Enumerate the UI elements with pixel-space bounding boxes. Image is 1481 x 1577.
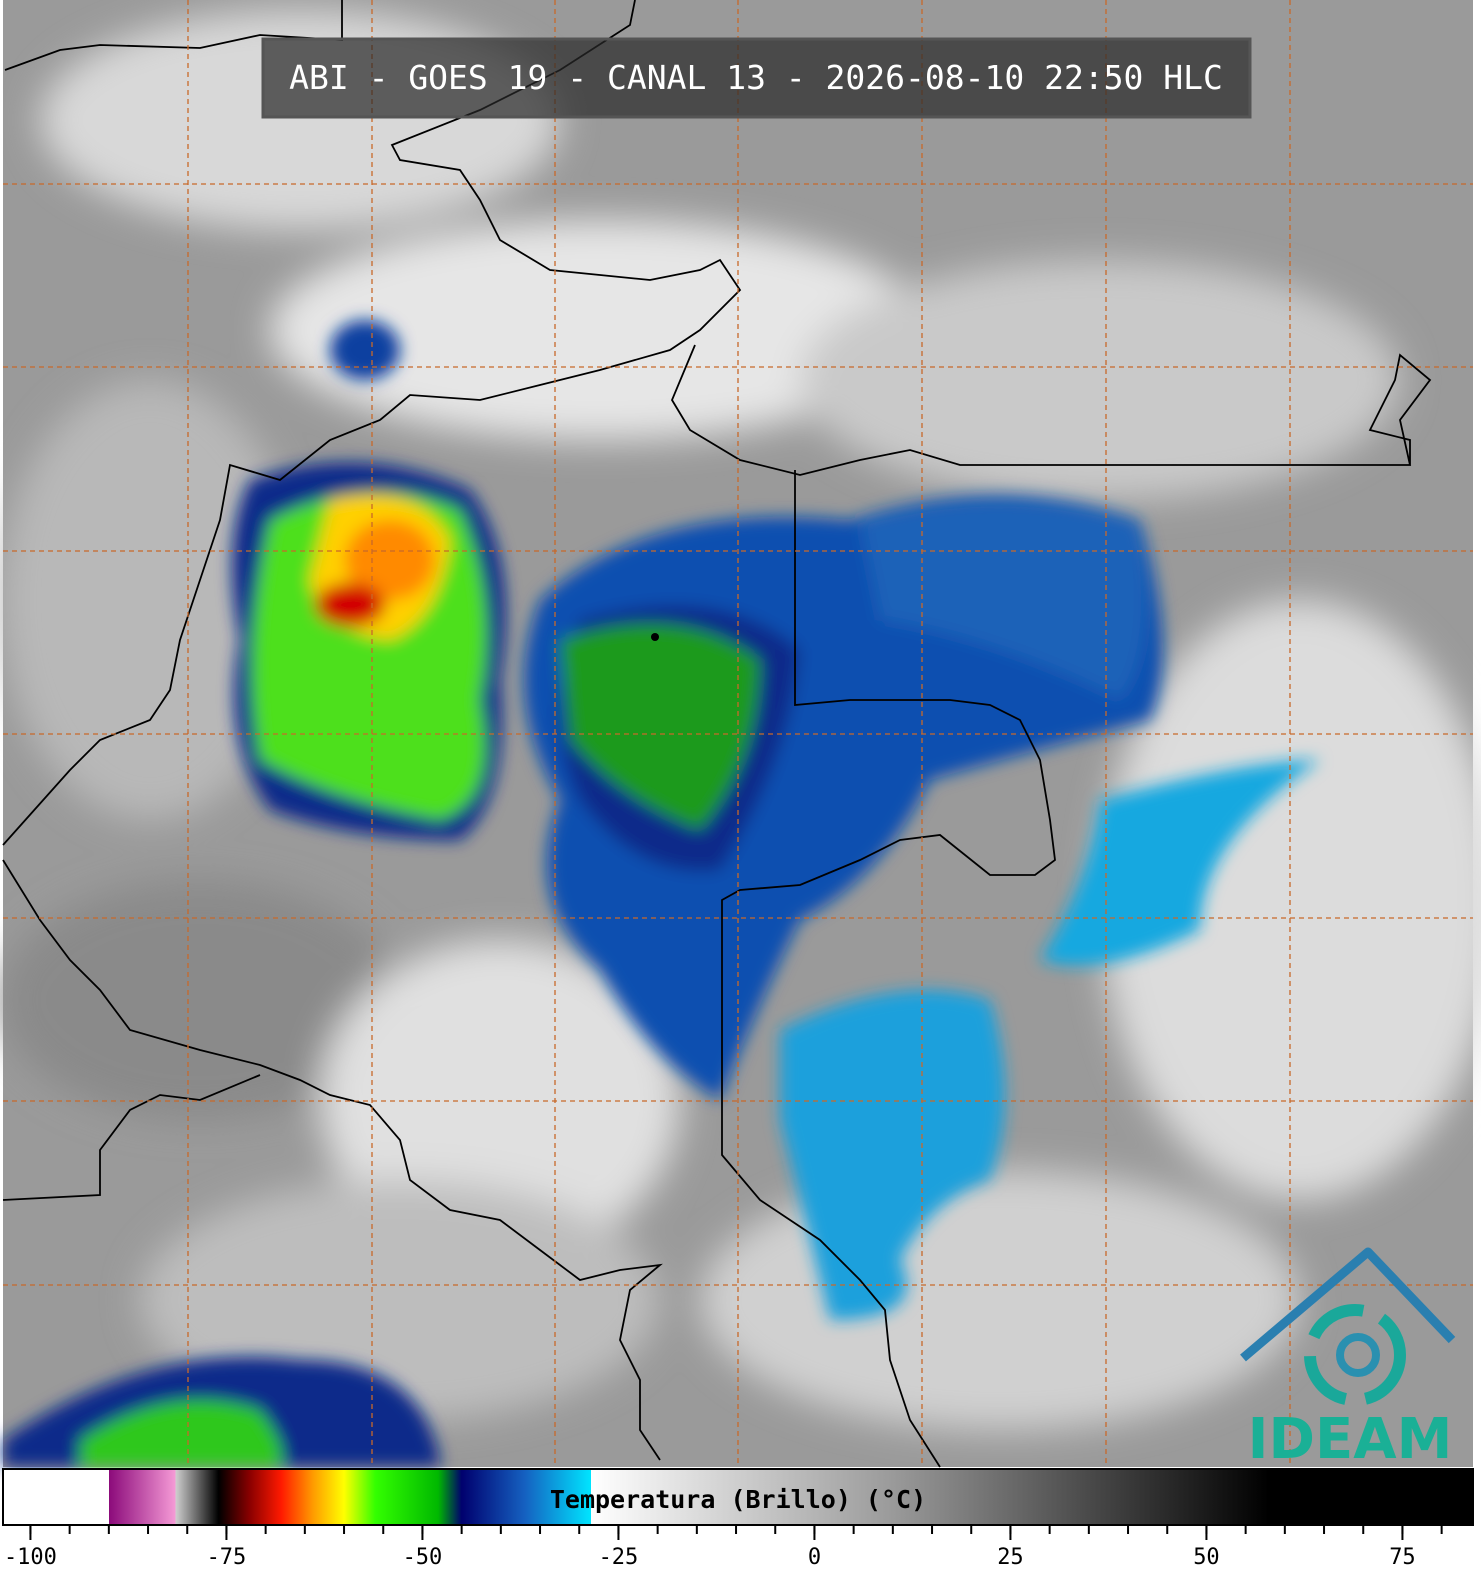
title: ABI - GOES 19 - CANAL 13 - 2026-08-10 22…: [289, 58, 1223, 97]
tick-label: 50: [1193, 1545, 1220, 1570]
colorbar-label: Temperatura (Brillo) (°C): [550, 1485, 926, 1514]
lat-lon-grid: [3, 0, 1473, 1467]
title-box: ABI - GOES 19 - CANAL 13 - 2026-08-10 22…: [261, 37, 1252, 119]
borders: [2, 0, 1432, 1468]
logo: IDEAM: [1240, 1247, 1456, 1472]
tick-label: -100: [4, 1545, 57, 1570]
colorbar: Temperatura (Brillo) (°C) -100 -75 -50 -25 0…: [2, 1468, 1474, 1570]
tick-label: -75: [207, 1545, 247, 1570]
tick-label: 0: [808, 1545, 821, 1570]
tick-label: 75: [1389, 1545, 1416, 1570]
tick-label: -25: [599, 1545, 639, 1570]
tick-label: -50: [403, 1545, 443, 1570]
logo-text: IDEAM: [1248, 1407, 1453, 1472]
tick-label: 25: [997, 1545, 1024, 1570]
